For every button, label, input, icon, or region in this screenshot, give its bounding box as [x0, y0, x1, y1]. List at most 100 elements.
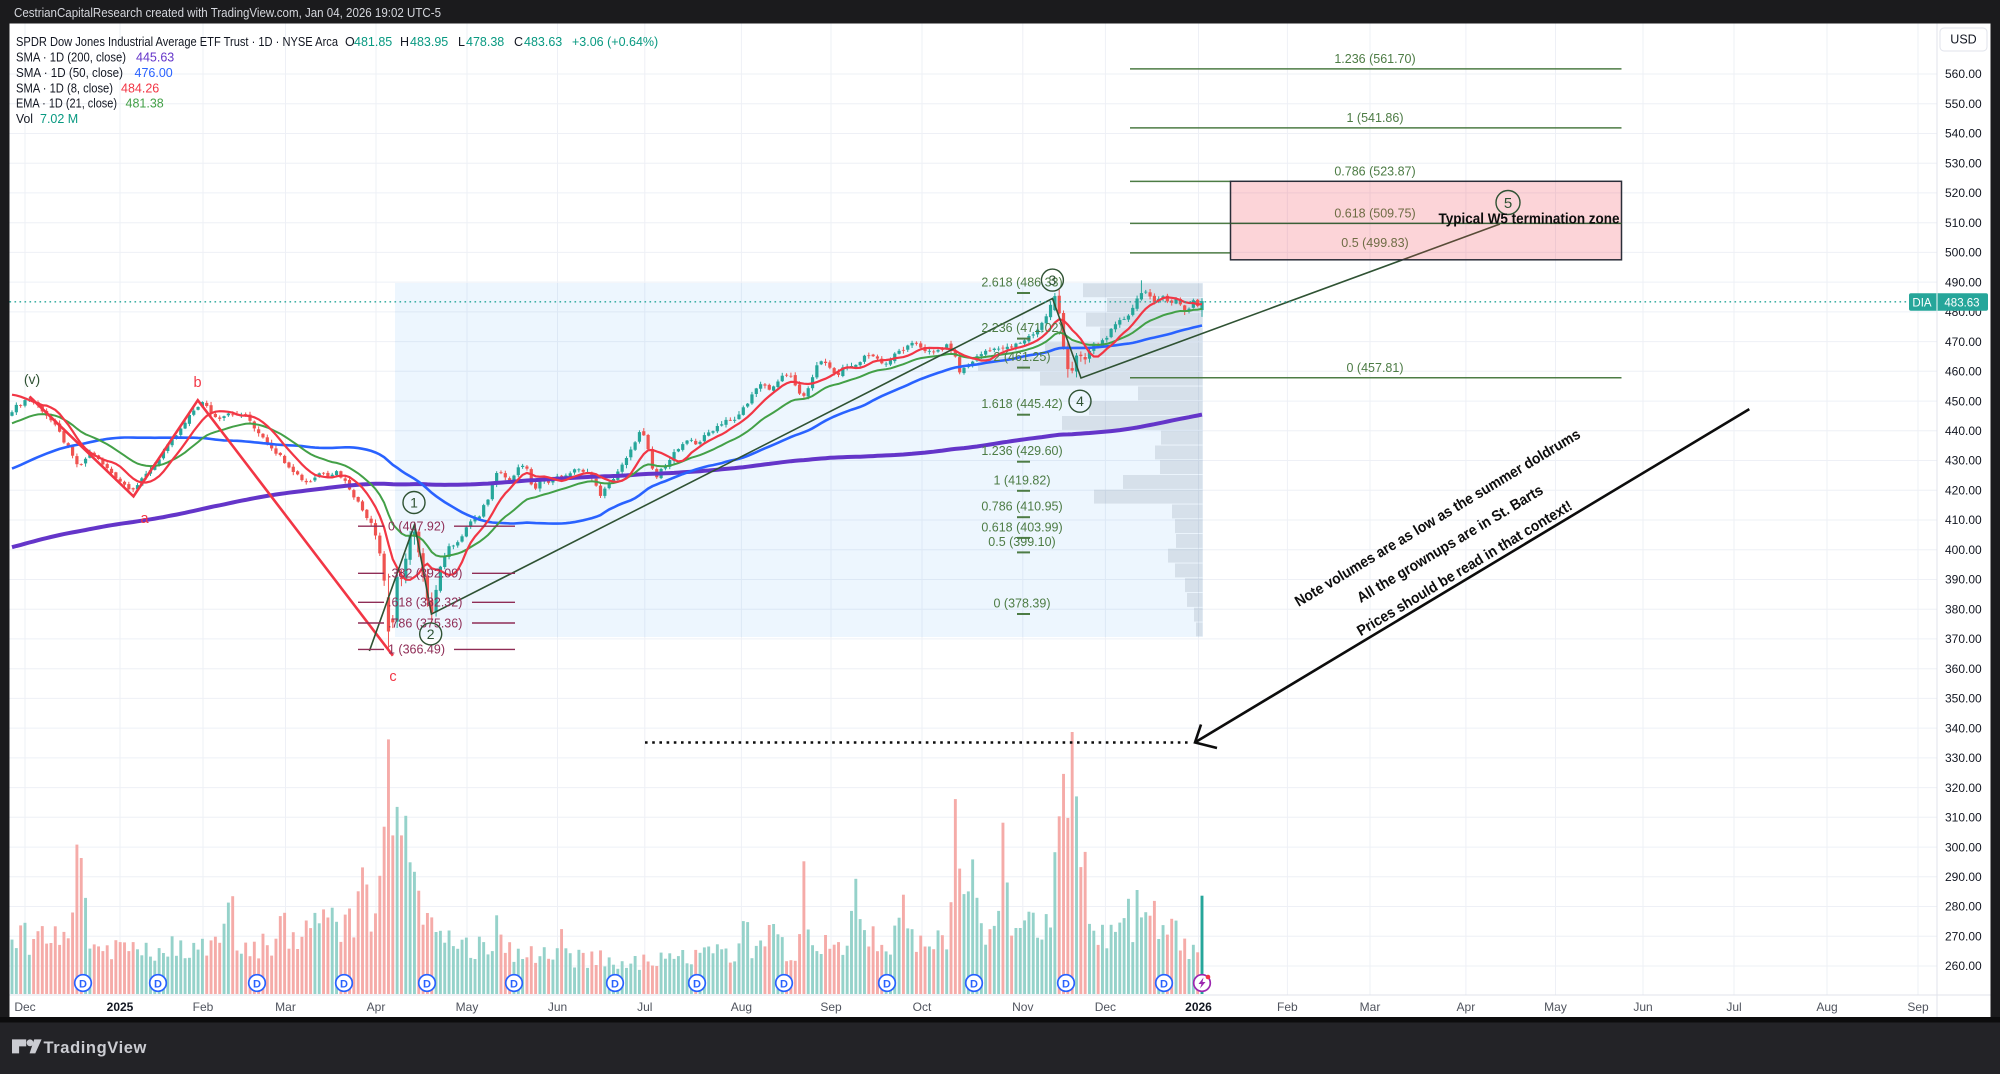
- svg-text:D: D: [79, 978, 87, 990]
- svg-text:1: 1: [410, 494, 418, 510]
- svg-text:Jun: Jun: [1633, 1000, 1652, 1014]
- svg-text:D: D: [340, 978, 348, 990]
- svg-text:D: D: [253, 978, 261, 990]
- svg-text:0 (378.39): 0 (378.39): [994, 597, 1051, 611]
- svg-text:520.00: 520.00: [1945, 186, 1982, 200]
- svg-text:a: a: [140, 511, 149, 527]
- svg-text:380.00: 380.00: [1945, 602, 1982, 616]
- svg-text:Nov: Nov: [1012, 1000, 1033, 1014]
- svg-text:550.00: 550.00: [1945, 97, 1982, 111]
- svg-text:Aug: Aug: [731, 1000, 752, 1014]
- svg-text:+3.06 (+0.64%): +3.06 (+0.64%): [572, 35, 658, 49]
- svg-text:Apr: Apr: [1457, 1000, 1476, 1014]
- svg-text:Aug: Aug: [1816, 1000, 1837, 1014]
- svg-text:481.38: 481.38: [126, 97, 164, 111]
- svg-text:0 (407.92): 0 (407.92): [388, 520, 445, 534]
- svg-text:D: D: [611, 978, 619, 990]
- svg-text:470.00: 470.00: [1945, 335, 1982, 349]
- svg-text:Jun: Jun: [548, 1000, 567, 1014]
- svg-text:483.63: 483.63: [524, 35, 562, 49]
- svg-text:2.236 (471.02): 2.236 (471.02): [981, 321, 1062, 335]
- svg-text:.786 (375.36): .786 (375.36): [388, 616, 462, 630]
- svg-text:.382 (392.09): .382 (392.09): [388, 567, 462, 581]
- svg-text:Jul: Jul: [1726, 1000, 1741, 1014]
- svg-text:0 (457.81): 0 (457.81): [1347, 361, 1404, 375]
- svg-text:1.236 (429.60): 1.236 (429.60): [981, 444, 1062, 458]
- svg-text:310.00: 310.00: [1945, 811, 1982, 825]
- svg-text:3: 3: [1049, 272, 1057, 288]
- svg-text:500.00: 500.00: [1945, 246, 1982, 260]
- svg-text:1.618 (445.42): 1.618 (445.42): [981, 397, 1062, 411]
- svg-text:0.786 (410.95): 0.786 (410.95): [981, 500, 1062, 514]
- svg-text:c: c: [389, 669, 396, 685]
- svg-text:2: 2: [427, 626, 435, 642]
- svg-text:430.00: 430.00: [1945, 454, 1982, 468]
- svg-text:L: L: [458, 35, 465, 49]
- svg-text:D: D: [1062, 978, 1070, 990]
- svg-text:530.00: 530.00: [1945, 156, 1982, 170]
- svg-text:Sep: Sep: [1907, 1000, 1929, 1014]
- svg-text:510.00: 510.00: [1945, 216, 1982, 230]
- svg-text:390.00: 390.00: [1945, 573, 1982, 587]
- svg-text:5: 5: [1504, 195, 1512, 212]
- svg-text:D: D: [154, 978, 162, 990]
- svg-text:340.00: 340.00: [1945, 721, 1982, 735]
- svg-text:0.618 (403.99): 0.618 (403.99): [981, 520, 1062, 534]
- svg-text:445.63: 445.63: [136, 51, 174, 65]
- svg-text:484.26: 484.26: [121, 82, 159, 96]
- svg-text:300.00: 300.00: [1945, 840, 1982, 854]
- svg-text:420.00: 420.00: [1945, 484, 1982, 498]
- svg-text:Feb: Feb: [1277, 1000, 1298, 1014]
- svg-text:Vol: Vol: [16, 112, 33, 126]
- svg-text:370.00: 370.00: [1945, 632, 1982, 646]
- svg-text:D: D: [693, 978, 701, 990]
- svg-text:320.00: 320.00: [1945, 781, 1982, 795]
- svg-text:460.00: 460.00: [1945, 365, 1982, 379]
- svg-text:2 (461.25): 2 (461.25): [994, 350, 1051, 364]
- svg-text:400.00: 400.00: [1945, 543, 1982, 557]
- svg-text:D: D: [970, 978, 978, 990]
- svg-text:Typical W5 termination zone: Typical W5 termination zone: [1439, 212, 1620, 228]
- svg-text:1 (419.82): 1 (419.82): [994, 473, 1051, 487]
- svg-text:D: D: [510, 978, 518, 990]
- svg-text:TradingView: TradingView: [44, 1039, 148, 1057]
- svg-text:360.00: 360.00: [1945, 662, 1982, 676]
- svg-text:280.00: 280.00: [1945, 900, 1982, 914]
- svg-text:May: May: [456, 1000, 479, 1014]
- svg-text:USD: USD: [1950, 33, 1976, 47]
- svg-text:SMA · 1D (50, close): SMA · 1D (50, close): [16, 66, 123, 80]
- svg-text:Dec: Dec: [14, 1000, 35, 1014]
- svg-text:C: C: [514, 35, 523, 49]
- svg-text:0.618 (509.75): 0.618 (509.75): [1334, 206, 1415, 220]
- svg-text:SMA · 1D (200, close): SMA · 1D (200, close): [16, 51, 126, 65]
- svg-text:DIA: DIA: [1912, 297, 1932, 309]
- svg-text:D: D: [883, 978, 891, 990]
- svg-text:478.38: 478.38: [466, 35, 504, 49]
- svg-text:Mar: Mar: [275, 1000, 296, 1014]
- svg-text:Feb: Feb: [193, 1000, 214, 1014]
- svg-text:1 (541.86): 1 (541.86): [1347, 111, 1404, 125]
- svg-text:May: May: [1544, 1000, 1567, 1014]
- svg-text:483.63: 483.63: [1944, 297, 1979, 309]
- svg-text:2025: 2025: [107, 1000, 134, 1014]
- svg-text:1.236 (561.70): 1.236 (561.70): [1334, 52, 1415, 66]
- svg-text:D: D: [780, 978, 788, 990]
- svg-text:440.00: 440.00: [1945, 424, 1982, 438]
- svg-text:(v): (v): [24, 371, 40, 387]
- svg-text:540.00: 540.00: [1945, 127, 1982, 141]
- svg-text:D: D: [423, 978, 431, 990]
- svg-text:560.00: 560.00: [1945, 67, 1982, 81]
- svg-text:O: O: [345, 35, 355, 49]
- svg-text:.618 (382.32): .618 (382.32): [388, 596, 462, 610]
- svg-text:350.00: 350.00: [1945, 692, 1982, 706]
- svg-text:0.5 (499.83): 0.5 (499.83): [1341, 236, 1408, 250]
- svg-text:260.00: 260.00: [1945, 959, 1982, 973]
- svg-text:483.95: 483.95: [410, 35, 448, 49]
- svg-text:290.00: 290.00: [1945, 870, 1982, 884]
- svg-text:4: 4: [1076, 393, 1084, 409]
- svg-text:H: H: [400, 35, 409, 49]
- svg-text:270.00: 270.00: [1945, 930, 1982, 944]
- svg-text:Apr: Apr: [367, 1000, 386, 1014]
- svg-text:SMA · 1D (8, close): SMA · 1D (8, close): [16, 82, 113, 96]
- svg-text:7.02 M: 7.02 M: [40, 112, 78, 126]
